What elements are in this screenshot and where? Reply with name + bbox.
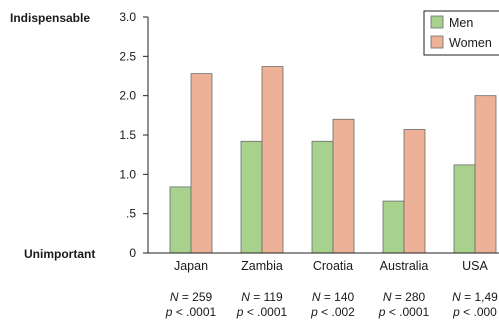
sample-size-label: N = 280 (383, 290, 426, 304)
bar-men-zambia (240, 140, 263, 254)
p-symbol: p (165, 305, 173, 319)
bar-men-australia (382, 200, 405, 254)
p-value-label: p < .002 (310, 305, 355, 319)
y-axis: 0 .5 1.0 1.5 2.0 2.5 3.0 (119, 10, 149, 260)
y-tick-label: .5 (126, 207, 136, 221)
bar-women-usa (474, 95, 497, 254)
legend-swatch-men (430, 15, 444, 29)
category-label: Japan (174, 259, 208, 273)
sample-size-label: N = 119 (241, 290, 283, 304)
y-tick-label: 0 (129, 246, 136, 260)
n-symbol: N (241, 290, 250, 304)
bar-women-japan (190, 73, 213, 254)
y-tick-label: 2.0 (119, 89, 136, 103)
category-label: Australia (380, 259, 429, 273)
p-symbol: p (310, 305, 318, 319)
p-value-label: p < .0001 (165, 305, 217, 319)
category-label: USA (462, 259, 488, 273)
n-symbol: N (383, 290, 392, 304)
n-value: = 259 (178, 290, 212, 304)
y-tick-label: 2.5 (119, 49, 136, 63)
bar-men-croatia (311, 140, 334, 254)
x-axis: Japan Zambia Croatia Australia USA (148, 252, 499, 273)
category-label: Zambia (241, 259, 283, 273)
p-value: < .0001 (385, 305, 429, 319)
bar-women-australia (403, 129, 426, 254)
legend-label: Men (449, 16, 473, 30)
p-symbol: p (378, 305, 386, 319)
p-value: < .002 (318, 305, 355, 319)
p-value: < .0001 (172, 305, 216, 319)
n-symbol: N (452, 290, 461, 304)
n-symbol: N (312, 290, 321, 304)
p-symbol: p (236, 305, 244, 319)
sample-size-label: N = 259 (170, 290, 213, 304)
p-symbol: p (452, 305, 460, 319)
n-value: = 119 (250, 290, 283, 304)
p-value-label: p < .0001 (236, 305, 288, 319)
bar-women-croatia (332, 118, 355, 254)
bar-men-usa (453, 164, 476, 254)
p-value: < .0001 (243, 305, 287, 319)
p-value-label: p < .0001 (378, 305, 430, 319)
n-value: = 280 (391, 290, 425, 304)
n-symbol: N (170, 290, 179, 304)
legend-swatch-women (430, 35, 444, 49)
p-value: < .000 (460, 305, 497, 319)
sample-size-label: N = 1,49 (452, 290, 498, 304)
sample-size-label: N = 140 (312, 290, 355, 304)
bar-women-zambia (261, 66, 284, 254)
p-value-label: p < .000 (452, 305, 497, 319)
n-value: = 140 (320, 290, 354, 304)
legend-label: Women (449, 36, 492, 50)
bar-men-japan (169, 186, 192, 254)
legend: Men Women (423, 10, 499, 56)
y-tick-label: 1.5 (119, 128, 136, 142)
y-anchor-top-label: Indispensable (10, 11, 90, 25)
y-tick-label: 3.0 (119, 10, 136, 24)
bars (169, 66, 497, 254)
category-label: Croatia (313, 259, 353, 273)
y-anchor-bottom-label: Unimportant (24, 247, 95, 261)
n-value: = 1,49 (461, 290, 498, 304)
y-tick-label: 1.0 (119, 167, 136, 181)
